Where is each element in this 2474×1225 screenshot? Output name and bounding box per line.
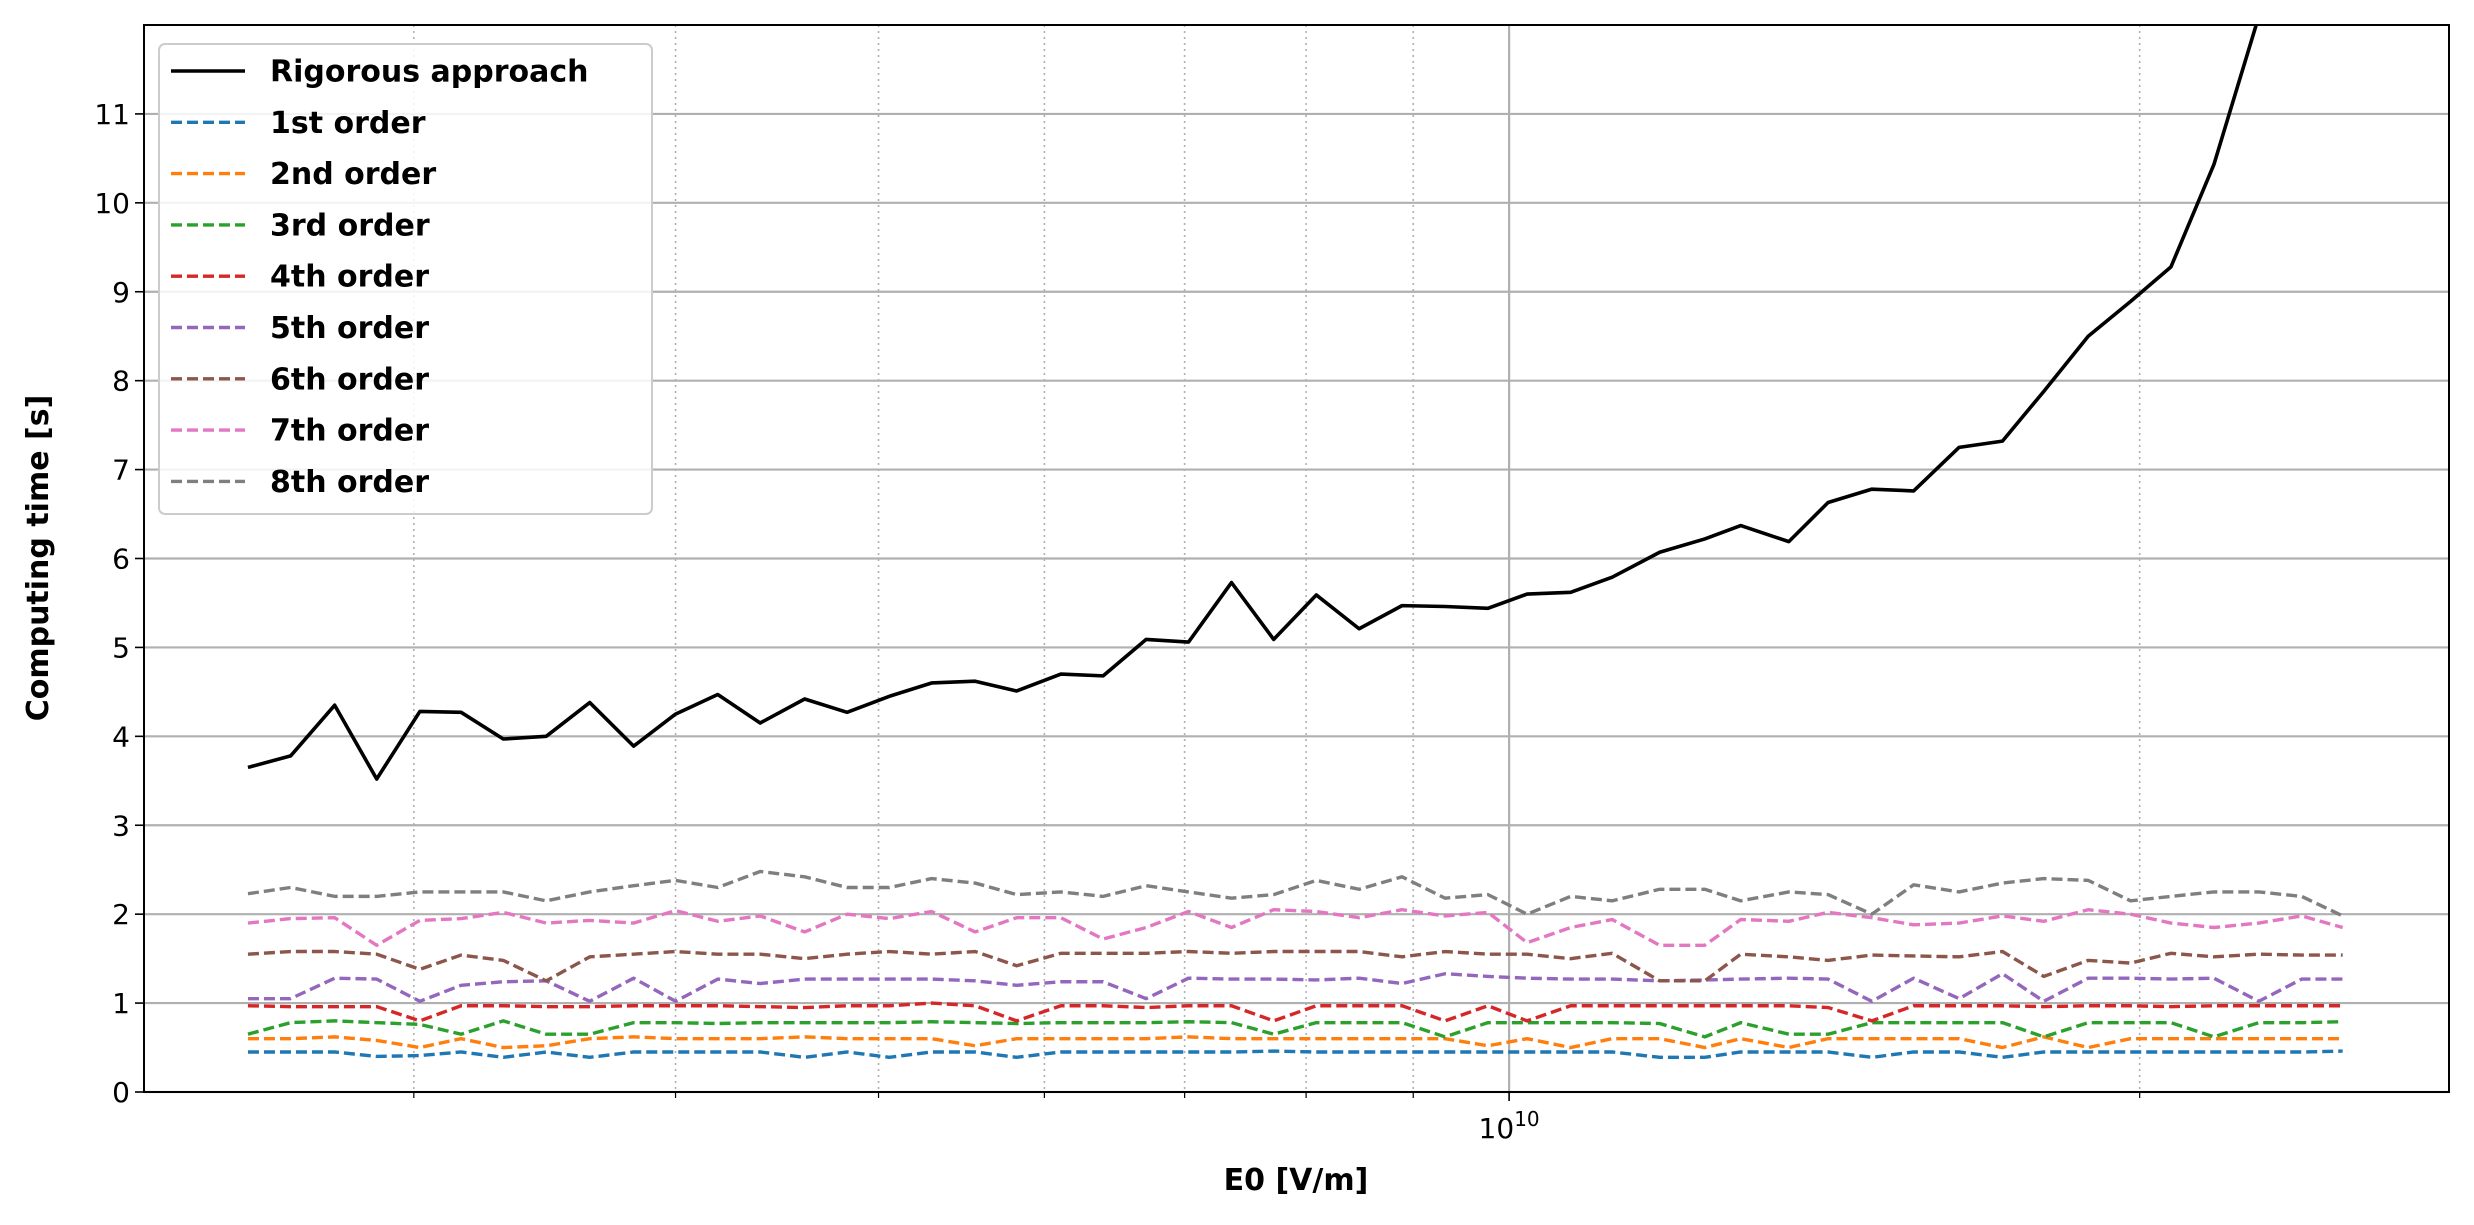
legend-box: [158, 43, 653, 515]
y-tick-label: 4: [112, 720, 130, 753]
y-tick-label: 2: [112, 898, 130, 931]
legend-label: 2nd order: [270, 157, 436, 192]
y-tick-label: 6: [112, 543, 130, 576]
legend-label: Rigorous approach: [270, 55, 589, 90]
y-tick-label: 8: [112, 365, 130, 398]
y-tick-label: 9: [112, 276, 130, 309]
series-line: [247, 908, 2344, 947]
y-tick-label: 7: [112, 454, 130, 487]
y-tick-label: 10: [94, 187, 130, 220]
legend-label: 6th order: [270, 362, 429, 397]
series-line: [247, 25, 2259, 781]
legend-label: 8th order: [270, 465, 429, 500]
y-tick-label: 0: [112, 1076, 130, 1109]
series-line: [247, 1035, 2343, 1050]
legend-label: 7th order: [270, 414, 429, 449]
x-tick-label: 1010: [1479, 1107, 1540, 1145]
legend-label: 5th order: [270, 311, 429, 346]
y-tick-label: 11: [94, 98, 130, 131]
y-axis-label: Computing time [s]: [21, 395, 56, 722]
y-tick-label: 5: [112, 631, 130, 664]
axes: 0 1 2 3 4 5 6 7 8 9 10 11 1010: [94, 98, 2141, 1145]
y-tick-label: 3: [112, 809, 130, 842]
x-axis-label: E0 [V/m]: [1224, 1163, 1369, 1198]
plot-lines: [247, 25, 2344, 1060]
series-line: [247, 1019, 2343, 1039]
legend-label: 3rd order: [270, 208, 430, 243]
legend-label: 4th order: [270, 260, 429, 295]
legend: Rigorous approach 1st order 2nd order 3rd o…: [158, 43, 653, 515]
y-tick-label: 1: [112, 987, 130, 1020]
legend-label: 1st order: [270, 106, 426, 141]
series-line: [247, 1001, 2343, 1023]
series-line: [247, 869, 2344, 918]
series-line: [247, 972, 2343, 1003]
series-line: [247, 1049, 2343, 1060]
